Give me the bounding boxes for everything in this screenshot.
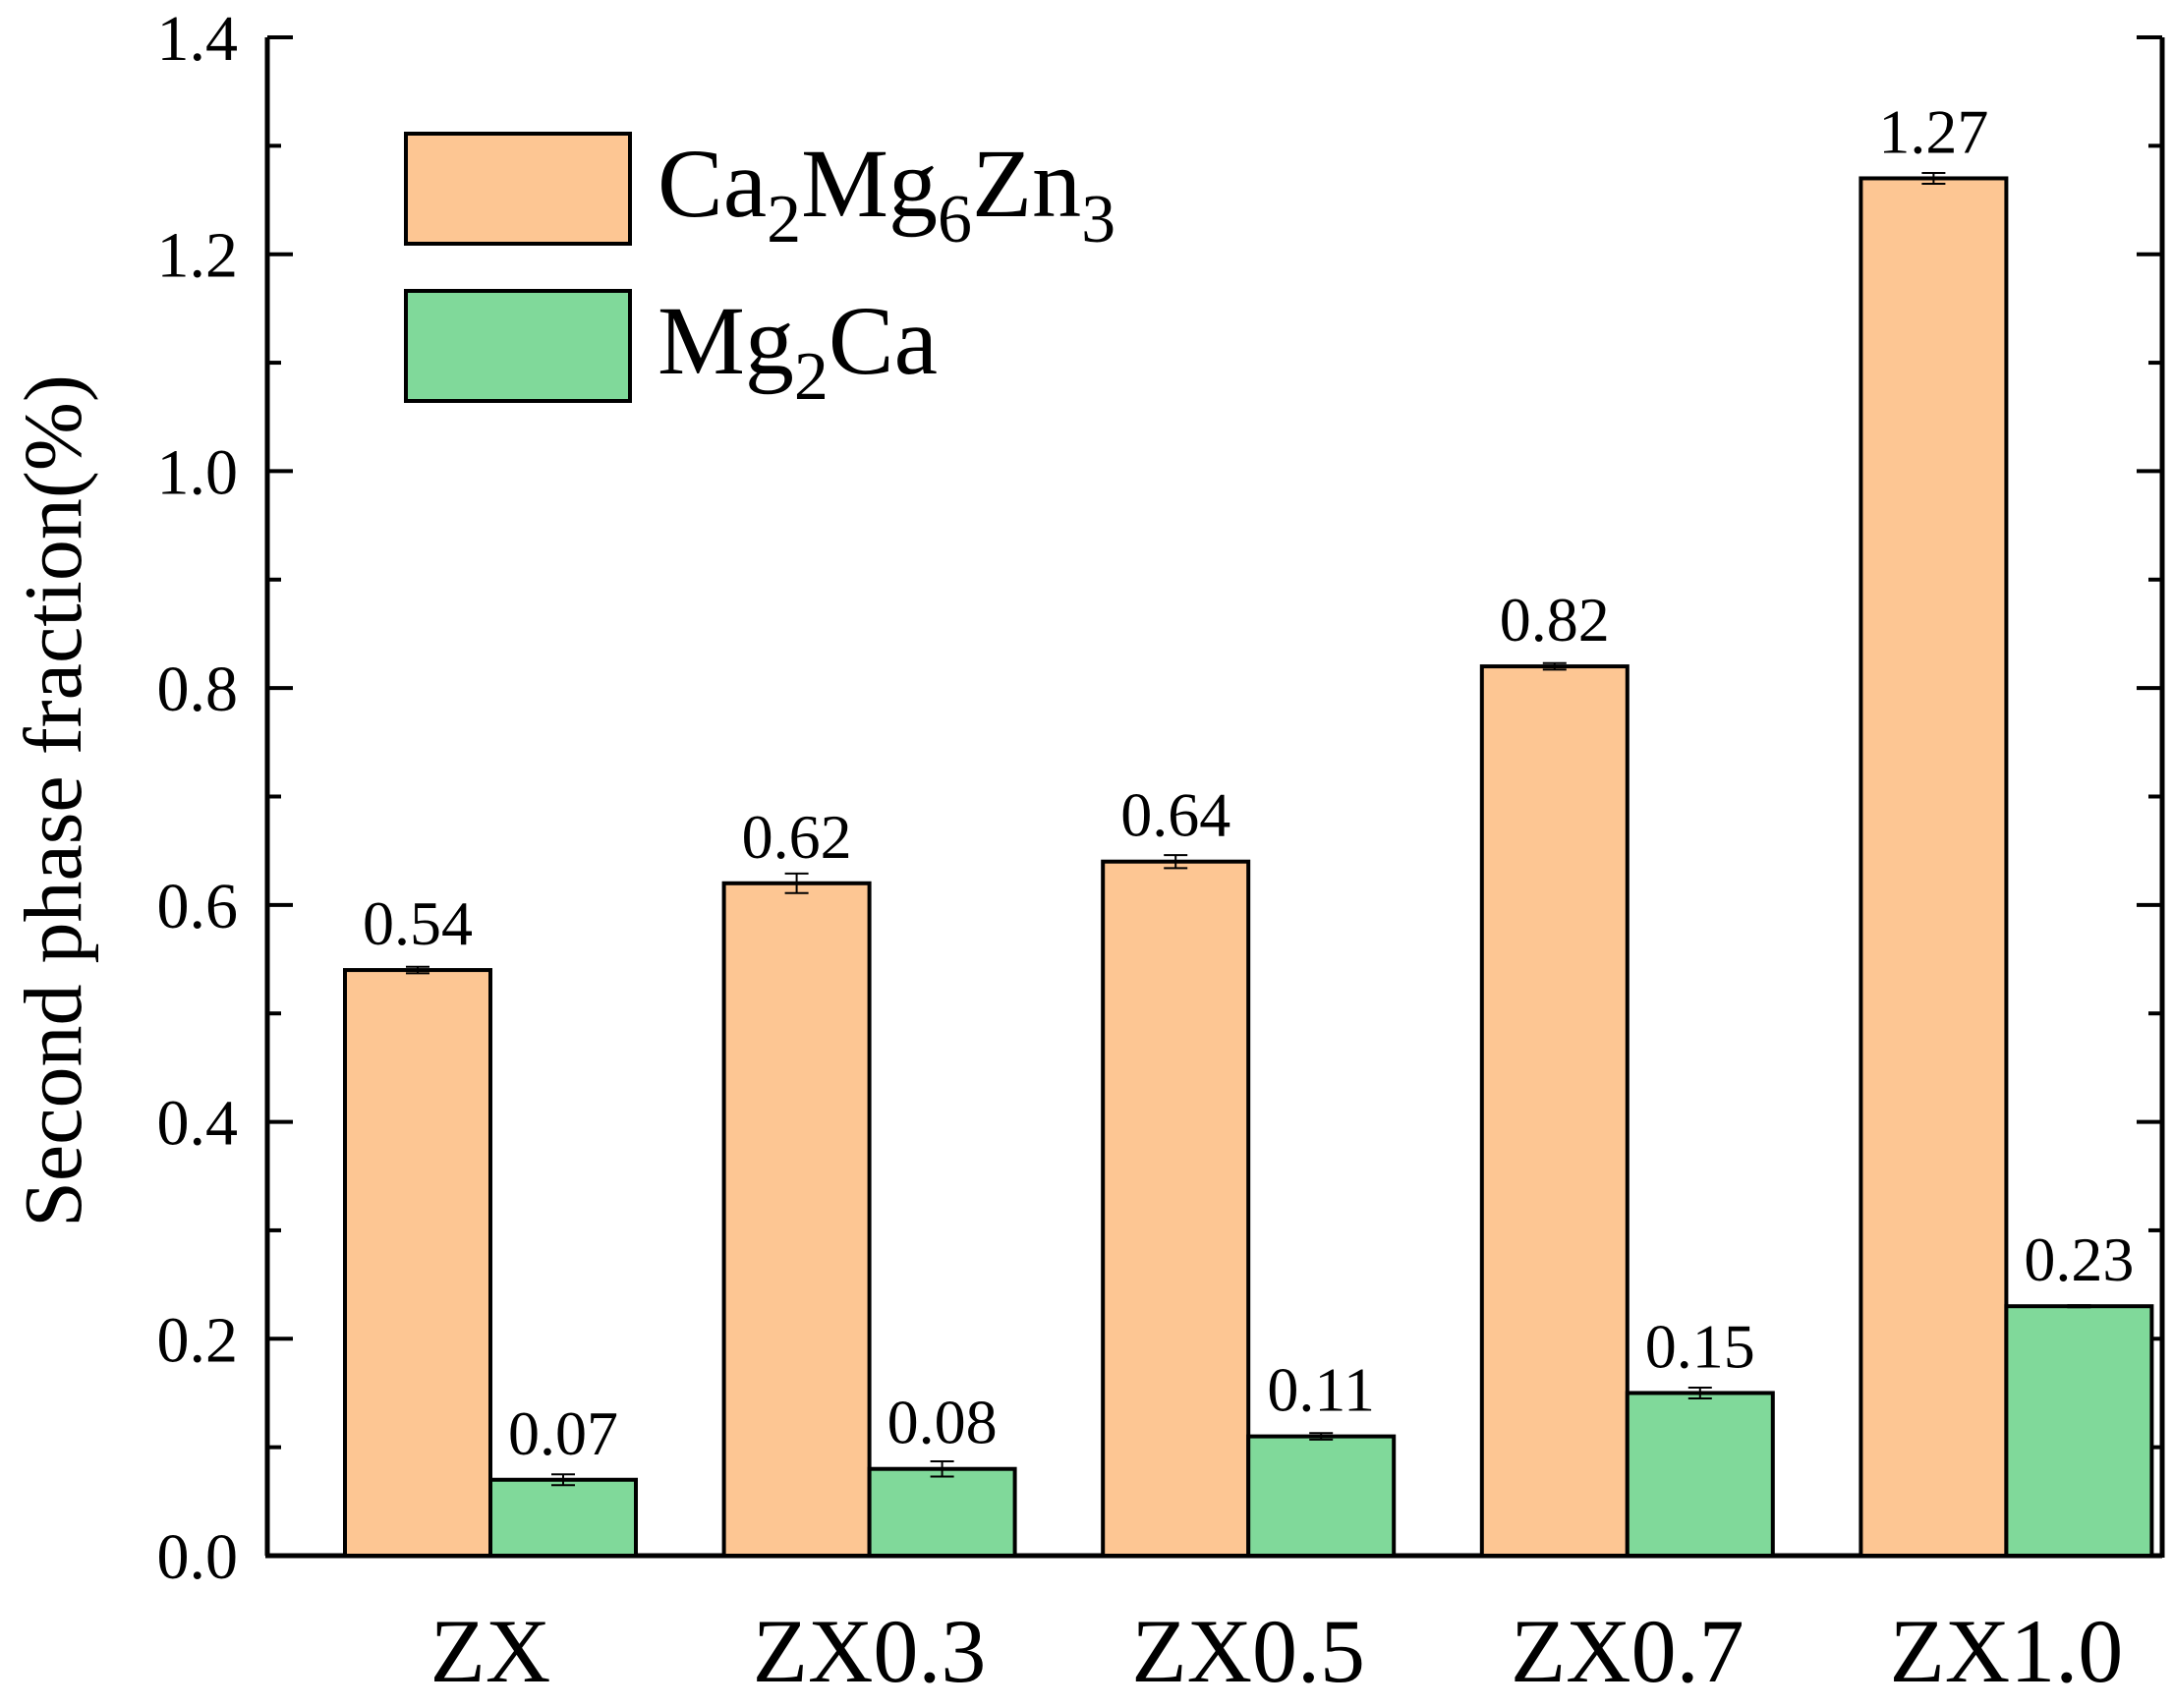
x-tick-label: ZX: [430, 1601, 551, 1701]
y-tick-label: 1.4: [157, 3, 239, 75]
y-tick-label: 0.8: [157, 654, 239, 725]
legend-label: Mg2Ca: [658, 286, 938, 415]
y-tick-label: 0.4: [157, 1088, 239, 1160]
bar-mg2ca: [867, 1466, 1017, 1558]
bar-ca2mg6zn3: [343, 968, 492, 1558]
data-label: 0.15: [1645, 1311, 1755, 1381]
bar-mg2ca: [1246, 1434, 1397, 1559]
bar-mg2ca: [1625, 1391, 1775, 1558]
data-label: 0.62: [742, 802, 852, 872]
y-tick-label: 0.0: [157, 1521, 239, 1593]
bar-ca2mg6zn3: [1101, 859, 1251, 1558]
x-tick-label: ZX0.3: [753, 1601, 987, 1701]
y-axis-title: Second phase fraction(%): [8, 374, 99, 1227]
bar-ca2mg6zn3: [1858, 176, 2009, 1559]
legend-label: Ca2Mg6Zn3: [658, 129, 1115, 257]
plot-area: 0.0 0.2 0.4 0.6 0.8 1.0 1.2 1.4 ZX 0.54 0.07 ZX0.3 0…: [157, 3, 2165, 1701]
bar-mg2ca: [2004, 1304, 2154, 1559]
legend-swatch: [404, 289, 632, 403]
y-tick-label: 1.2: [157, 220, 239, 292]
data-label: 0.07: [508, 1398, 618, 1468]
y-tick-label: 0.6: [157, 871, 239, 942]
bar-ca2mg6zn3: [1479, 664, 1630, 1558]
data-label: 0.11: [1267, 1355, 1375, 1425]
x-tick-label: ZX0.5: [1131, 1601, 1365, 1701]
legend-swatch: [404, 132, 632, 246]
data-label: 0.54: [363, 888, 473, 958]
y-tick-label: 1.0: [157, 436, 239, 508]
y-tick-label: 0.2: [157, 1304, 239, 1376]
data-label: 1.27: [1878, 96, 1988, 166]
bar-ca2mg6zn3: [721, 881, 872, 1558]
data-label: 0.23: [2024, 1224, 2134, 1294]
x-tick-label: ZX1.0: [1890, 1601, 2124, 1701]
bar-mg2ca: [488, 1477, 638, 1558]
x-tick-label: ZX0.7: [1511, 1601, 1744, 1701]
data-label: 0.08: [887, 1388, 998, 1457]
data-label: 0.64: [1120, 780, 1230, 850]
data-label: 0.82: [1500, 585, 1610, 655]
